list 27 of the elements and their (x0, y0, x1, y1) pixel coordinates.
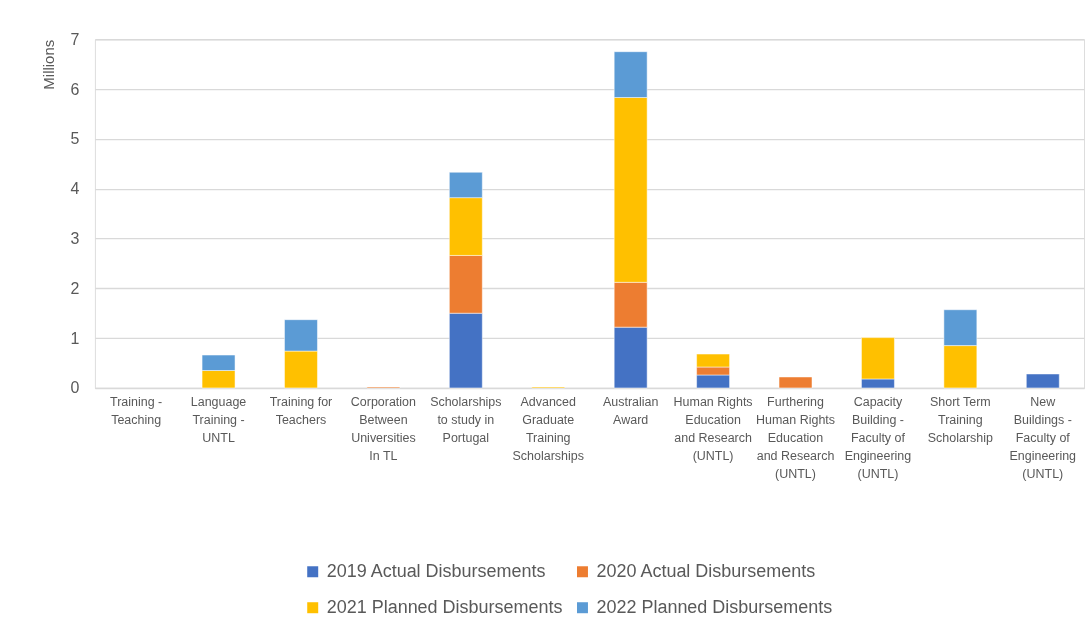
bar (1026, 373, 1060, 389)
legend-label: 2022 Planned Disbursements (596, 596, 833, 617)
x-tick-label: Furthering Human Rights Education and Research (UNTL) (756, 395, 836, 482)
legend-label: 2021 Planned Disbursements (326, 596, 563, 617)
y-tick-label: 6 (70, 80, 80, 98)
y-axis-title: Millions (39, 39, 57, 90)
y-tick-label: 2 (70, 279, 80, 297)
y-tick-label: 1 (70, 329, 80, 347)
y-tick-label: 3 (70, 229, 80, 247)
x-tick-label: Corporation Between Universities In TL (350, 395, 417, 464)
bar (778, 376, 813, 389)
x-tick-label: Human Rights Education and Research (UNTL) (673, 395, 753, 464)
x-tick-label: Training for Teachers (269, 395, 333, 428)
y-tick-label: 0 (70, 379, 80, 397)
x-tick-label: Short Term Training Scholarship (927, 395, 993, 446)
x-tick-label: New Buildings - Faculty of Engineering (UNTL) (1009, 395, 1077, 482)
y-tick-label: 5 (70, 130, 80, 148)
x-tick-label: Capacity Building - Faculty of Engineering (UNTL) (844, 395, 912, 482)
x-tick-label: Australian Award (602, 395, 659, 428)
legend-label: 2020 Actual Disbursements (596, 560, 816, 581)
x-tick-label: Scholarships to study in Portugal (430, 395, 502, 446)
legend-label: 2019 Actual Disbursements (326, 560, 546, 581)
x-tick-label: Training - Teaching (110, 395, 163, 428)
x-tick-label: Advanced Graduate Training Scholarships (512, 395, 584, 464)
y-tick-label: 4 (70, 180, 80, 198)
y-tick-label: 7 (70, 30, 80, 48)
x-tick-label: Language Training - UNTL (190, 395, 247, 446)
